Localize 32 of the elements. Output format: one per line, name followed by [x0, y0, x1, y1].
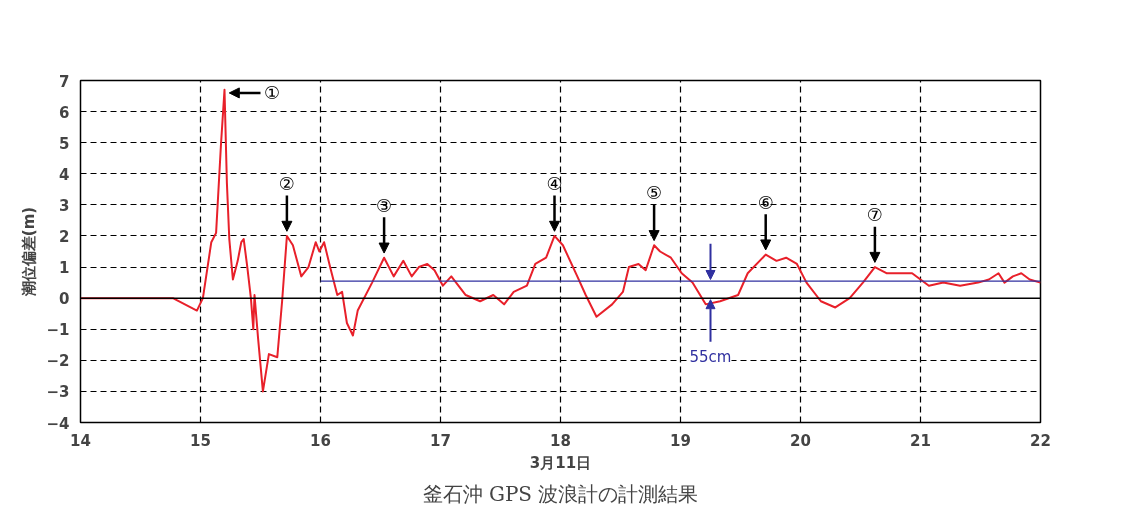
y-tick-label: 3 — [59, 196, 70, 215]
y-tick-label: −3 — [46, 383, 70, 402]
y-axis-title: 潮位偏差(m) — [20, 206, 39, 298]
y-tick-label: 4 — [59, 165, 70, 184]
x-tick-label: 17 — [430, 431, 451, 450]
x-tick-label: 19 — [670, 431, 691, 450]
annotation: ⑦ — [866, 204, 883, 226]
x-tick-label: 18 — [550, 431, 571, 450]
x-tick-label: 15 — [190, 431, 211, 450]
y-tick-label: −1 — [46, 321, 70, 340]
x-tick-label: 22 — [1030, 431, 1051, 450]
y-tick-label: 7 — [59, 72, 70, 91]
y-tick-label: 1 — [59, 259, 70, 278]
x-tick-label: 14 — [70, 431, 91, 450]
y-tick-label: 6 — [59, 103, 70, 122]
x-tick-label: 20 — [790, 431, 811, 450]
text: 釜石沖 GPS 波浪計の計測結果 — [422, 481, 699, 506]
annotation: ④ — [546, 172, 563, 194]
annotation: ② — [278, 172, 295, 194]
annotation: ① — [264, 82, 281, 104]
annotation: ⑤ — [646, 182, 663, 204]
annotation: ③ — [376, 194, 393, 216]
x-tick-label: 21 — [910, 431, 931, 450]
annotation: 55cm — [689, 348, 732, 367]
x-tick-label: 16 — [310, 431, 331, 450]
y-tick-label: 2 — [59, 227, 70, 246]
y-tick-label: −4 — [46, 414, 70, 433]
annotation: ⑥ — [757, 191, 774, 213]
y-tick-label: −2 — [46, 352, 70, 371]
y-tick-label: 5 — [59, 134, 70, 153]
y-tick-label: 0 — [59, 290, 70, 309]
x-axis-title: 3月11日 — [529, 453, 592, 472]
